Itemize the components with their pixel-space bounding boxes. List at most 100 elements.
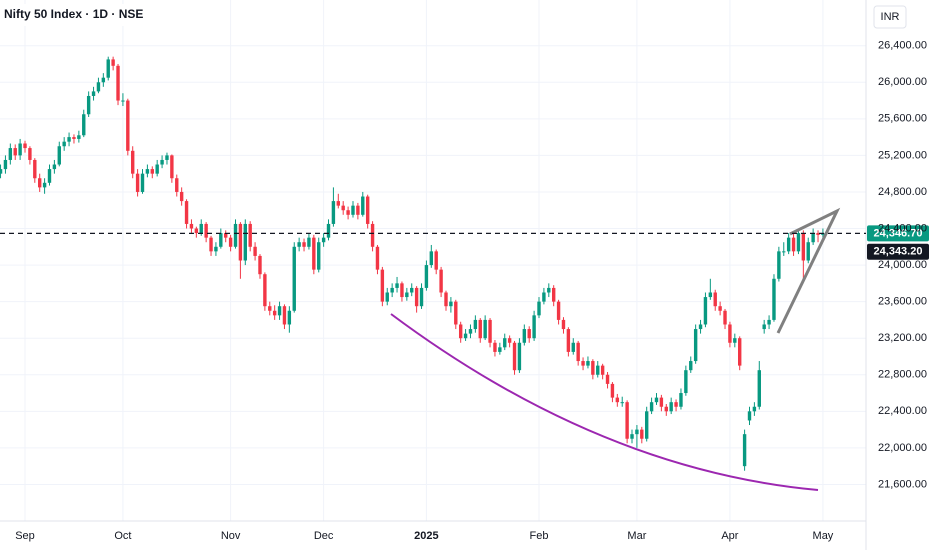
x-tick-label: Nov xyxy=(221,530,241,542)
candle-body xyxy=(116,65,120,101)
candle-body xyxy=(674,402,678,407)
currency-box[interactable] xyxy=(873,5,907,29)
candle-body xyxy=(811,233,815,243)
candle-body xyxy=(253,246,257,256)
candle-body xyxy=(507,338,512,343)
candle-body xyxy=(380,269,385,302)
candle-body xyxy=(214,246,218,252)
title-bg xyxy=(0,4,150,26)
candle-body xyxy=(272,310,277,316)
candle-body xyxy=(698,324,703,330)
candle-body xyxy=(669,402,673,412)
currency: INR xyxy=(881,11,900,23)
candle-body xyxy=(439,269,443,293)
candle-body xyxy=(106,59,110,78)
candle-body xyxy=(170,155,174,179)
candle-body xyxy=(752,406,757,412)
candle-body xyxy=(664,406,668,412)
candle-body xyxy=(175,178,179,192)
candle-body xyxy=(292,246,296,311)
candle-body xyxy=(801,233,806,261)
candle-body xyxy=(238,223,243,261)
candle-body xyxy=(458,324,463,339)
candle-body xyxy=(419,287,424,307)
candle-body xyxy=(52,164,57,170)
candle-body xyxy=(287,310,292,325)
wedge-drawing xyxy=(776,207,841,334)
x-tick-label: Oct xyxy=(114,530,131,542)
candle-body xyxy=(625,402,629,439)
candle-body xyxy=(786,237,791,252)
candle-body xyxy=(693,329,698,362)
candle-body xyxy=(591,361,595,375)
candle-body xyxy=(184,201,189,224)
candle-body xyxy=(361,196,365,215)
candle-body xyxy=(135,173,140,192)
x-tick-label: Feb xyxy=(530,530,549,542)
y-tick-label: 23,200.00 xyxy=(878,332,927,344)
candle-body xyxy=(728,324,732,343)
candle-body xyxy=(816,233,820,235)
candle-body xyxy=(527,329,531,339)
candle-body xyxy=(13,148,17,156)
candle-body xyxy=(224,233,228,238)
y-tick-label: 22,800.00 xyxy=(878,369,927,381)
candle-body xyxy=(503,338,507,348)
candle-body xyxy=(204,223,208,238)
candle-body xyxy=(444,292,448,307)
x-tick-label: 2025 xyxy=(414,530,438,542)
candle-body xyxy=(821,233,825,235)
candle-body xyxy=(91,91,96,96)
candles xyxy=(0,56,825,471)
arc-drawing xyxy=(390,313,819,491)
candle-body xyxy=(72,137,76,139)
candle-body xyxy=(581,361,585,366)
candle-body xyxy=(576,342,580,362)
candle-body xyxy=(649,402,654,412)
candle-body xyxy=(302,242,306,247)
x-tick-label: Dec xyxy=(314,530,334,542)
candle-body xyxy=(370,223,375,247)
candle-body xyxy=(248,223,252,247)
candle-body xyxy=(684,370,688,394)
y-tick-label: 23,600.00 xyxy=(878,296,927,308)
candle-body xyxy=(713,292,717,307)
candle-body xyxy=(3,159,8,170)
y-tick-label: 22,400.00 xyxy=(878,405,927,417)
candle-body xyxy=(111,59,115,66)
candle-body xyxy=(189,223,194,229)
x-tick-label: May xyxy=(813,530,834,542)
candle-body xyxy=(179,191,184,202)
candle-body xyxy=(532,315,536,339)
candle-body xyxy=(718,306,722,311)
candle-body xyxy=(131,150,135,174)
y-tick-label: 24,000.00 xyxy=(878,259,927,271)
candle-body xyxy=(23,143,27,149)
candle-body xyxy=(341,205,345,211)
candle-body xyxy=(18,143,22,156)
candle-body xyxy=(596,365,600,375)
candle-body xyxy=(243,223,247,261)
candle-body xyxy=(738,338,742,366)
candle-body xyxy=(522,329,527,343)
candle-body xyxy=(757,370,761,407)
candle-body xyxy=(454,301,458,325)
candle-body xyxy=(82,114,86,136)
candle-body xyxy=(767,319,771,325)
candle-body xyxy=(219,233,223,247)
candle-body xyxy=(145,169,150,174)
candle-body xyxy=(307,237,311,247)
candle-body xyxy=(571,342,575,352)
y-tick-label: 26,000.00 xyxy=(878,76,927,88)
candle-body xyxy=(615,397,620,403)
candle-body xyxy=(762,324,766,330)
x-tick-label: Sep xyxy=(15,530,35,542)
candle-body xyxy=(796,233,801,252)
candle-body xyxy=(556,301,561,320)
candle-body xyxy=(385,292,389,302)
candle-body xyxy=(28,148,32,160)
candle-body xyxy=(733,338,737,343)
candle-body xyxy=(336,201,341,206)
price-label: 24,343.20 xyxy=(874,246,923,258)
